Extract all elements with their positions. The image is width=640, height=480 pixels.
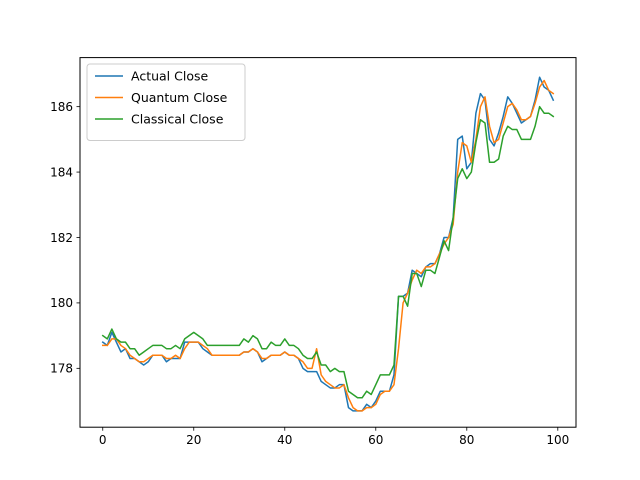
x-tick-label: 40: [277, 433, 292, 447]
legend-label-2: Classical Close: [131, 112, 224, 127]
series-lines: [101, 76, 555, 412]
y-tick-label: 182: [50, 231, 73, 245]
legend-label-0: Actual Close: [131, 69, 208, 84]
legend-box: [86, 63, 246, 141]
y-axis: 178 180 182 184 186: [50, 100, 80, 376]
y-tick-label: 180: [50, 296, 73, 310]
y-tick-label: 186: [50, 100, 73, 114]
series-line-2: [101, 105, 555, 399]
y-tick-label: 178: [50, 362, 73, 376]
x-tick-label: 20: [186, 433, 201, 447]
x-tick-label: 80: [459, 433, 474, 447]
legend: Actual Close Quantum Close Classical Close: [86, 63, 246, 141]
x-tick-label: 0: [99, 433, 107, 447]
plot-frame: [79, 57, 577, 428]
series-line-1: [102, 79, 555, 412]
y-tick-label: 184: [50, 165, 73, 179]
x-tick-label: 60: [368, 433, 383, 447]
x-axis: 0 20 40 60 80 100: [99, 427, 569, 447]
x-tick-label: 100: [546, 433, 569, 447]
series-line-0: [101, 76, 555, 412]
legend-label-1: Quantum Close: [131, 90, 228, 105]
